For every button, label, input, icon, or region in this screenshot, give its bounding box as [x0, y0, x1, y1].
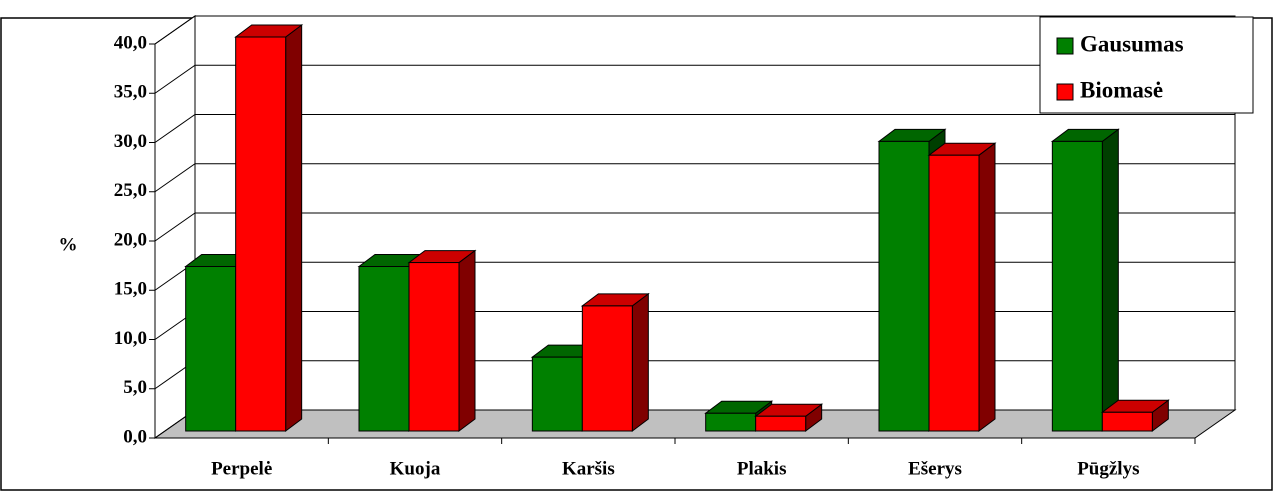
y-tick-label: 25,0: [114, 180, 147, 201]
bar: [755, 415, 807, 432]
bar-side: [285, 24, 303, 432]
bar-side: [631, 292, 649, 432]
bar: [1101, 411, 1153, 432]
bar: [581, 305, 633, 432]
y-tick-label: 0,0: [123, 426, 147, 447]
bar: [235, 36, 287, 432]
bar-side: [1101, 128, 1119, 432]
bar: [408, 262, 460, 432]
bar-side: [978, 142, 996, 432]
y-tick-label: 10,0: [114, 328, 147, 349]
x-tick-label: Karšis: [562, 458, 615, 479]
x-tick-label: Pūgžlys: [1077, 458, 1139, 479]
y-tick-label: 40,0: [114, 32, 147, 53]
y-tick-label: 35,0: [114, 82, 147, 103]
y-tick-label: 30,0: [114, 131, 147, 152]
legend-label: Biomasė: [1080, 77, 1163, 102]
grid-line: [154, 64, 1235, 94]
bar: [878, 140, 930, 432]
legend-swatch: [1056, 37, 1074, 55]
bar: [1051, 140, 1103, 432]
legend: [1039, 16, 1254, 114]
y-tick-label: 20,0: [114, 229, 147, 250]
bar: [705, 412, 757, 432]
bar: [928, 154, 980, 432]
legend-swatch: [1056, 83, 1074, 101]
bar: [358, 266, 410, 432]
y-tick-label: 15,0: [114, 279, 147, 300]
x-tick-label: Kuoja: [390, 458, 441, 479]
y-axis-label: %: [59, 234, 78, 255]
bar: [185, 266, 237, 432]
legend-label: Gausumas: [1080, 31, 1184, 56]
grid-line: [154, 15, 1235, 45]
x-tick-label: Ešerys: [908, 458, 962, 479]
x-tick-label: Plakis: [737, 458, 787, 479]
bar: [531, 356, 583, 432]
bar-side: [458, 249, 476, 432]
x-tick-label: Perpelė: [211, 458, 272, 479]
y-tick-label: 5,0: [123, 377, 147, 398]
grid-line: [154, 114, 1235, 143]
